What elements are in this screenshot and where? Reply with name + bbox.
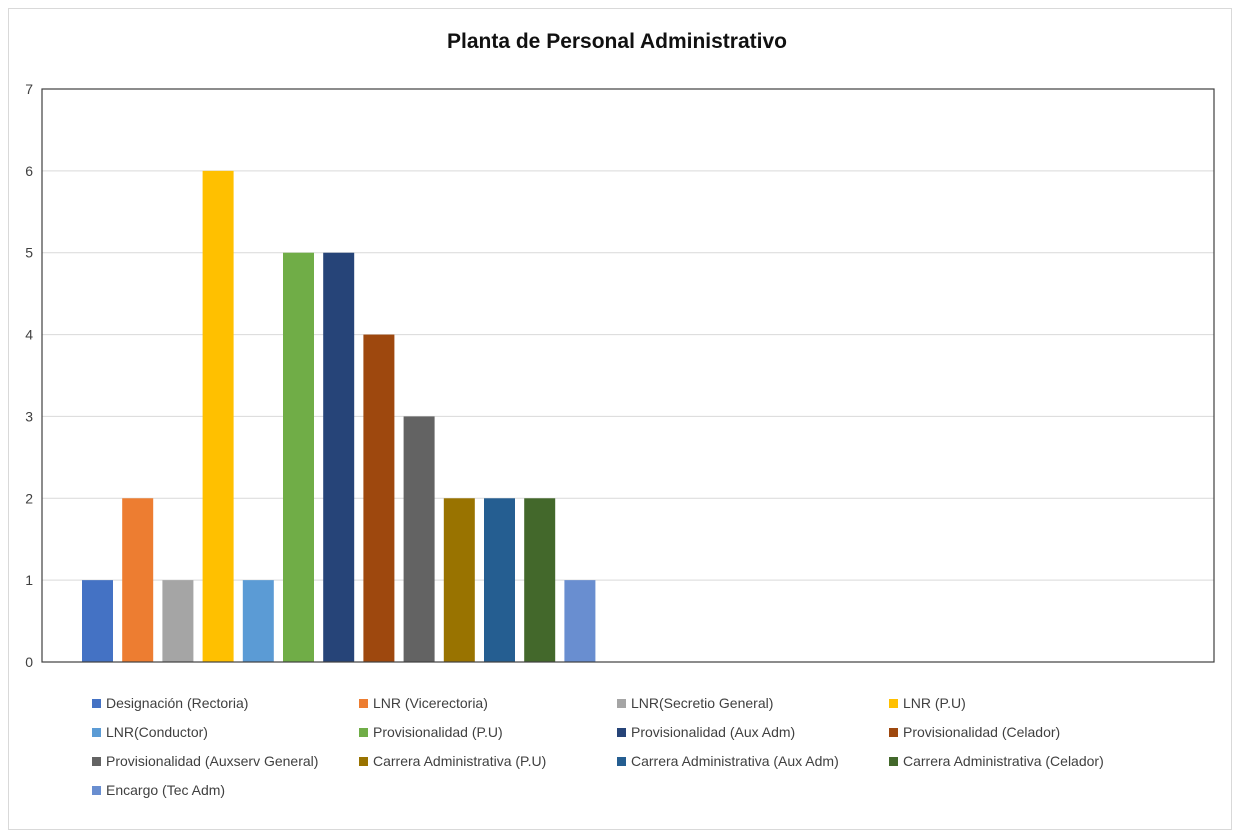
bar <box>202 170 234 662</box>
legend-swatch <box>889 756 898 766</box>
legend-swatch <box>889 698 898 708</box>
legend-swatch <box>359 698 368 708</box>
legend-label: LNR (P.U) <box>903 695 966 711</box>
bar <box>122 498 154 662</box>
chart-title: Planta de Personal Administrativo <box>447 30 787 53</box>
y-tick-label: 4 <box>25 327 33 343</box>
legend-item: Encargo (Tec Adm) <box>92 777 225 803</box>
legend-item: Provisionalidad (Aux Adm) <box>617 719 795 745</box>
legend-label: LNR (Vicerectoria) <box>373 695 488 711</box>
bar <box>564 580 596 662</box>
bar <box>323 252 355 662</box>
legend-swatch <box>92 698 101 708</box>
legend-label: Encargo (Tec Adm) <box>106 782 226 798</box>
legend-swatch <box>92 727 101 737</box>
y-tick-label: 0 <box>25 654 33 670</box>
y-tick-label: 6 <box>25 163 33 179</box>
bar <box>162 580 194 662</box>
legend-item: LNR(Conductor) <box>92 719 208 745</box>
legend-swatch <box>359 756 368 766</box>
y-tick-label: 3 <box>25 408 33 424</box>
legend-item: Carrera Administrativa (P.U) <box>359 748 546 774</box>
bar <box>484 498 515 662</box>
y-tick-label: 1 <box>25 572 33 588</box>
legend-swatch <box>889 727 898 737</box>
legend-label: Carrera Administrativa (Celador) <box>903 753 1104 769</box>
legend: Designación (Rectoria) LNR (Vicerectoria)… <box>92 690 1202 830</box>
legend-label: Provisionalidad (Aux Adm) <box>631 724 796 740</box>
bar <box>242 580 274 662</box>
legend-item: LNR (P.U) <box>889 690 966 716</box>
bar <box>403 416 435 662</box>
legend-item: LNR(Secretio General) <box>617 690 773 716</box>
plot-area-border <box>41 88 1215 663</box>
legend-item: Provisionalidad (Auxserv General) <box>92 748 318 774</box>
bar <box>283 252 314 662</box>
legend-swatch <box>92 756 101 766</box>
legend-label: Carrera Administrativa (Aux Adm) <box>631 753 839 769</box>
y-tick-label: 5 <box>25 245 33 261</box>
bar <box>82 580 113 662</box>
legend-item: LNR (Vicerectoria) <box>359 690 488 716</box>
bar <box>524 498 556 662</box>
legend-swatch <box>617 756 626 766</box>
legend-swatch <box>617 727 626 737</box>
legend-item: Carrera Administrativa (Aux Adm) <box>617 748 839 774</box>
y-tick-label: 7 <box>25 81 33 97</box>
y-tick-label: 2 <box>25 490 33 506</box>
legend-label: Carrera Administrativa (P.U) <box>373 753 547 769</box>
legend-label: Provisionalidad (P.U) <box>373 724 503 740</box>
legend-item: Provisionalidad (Celador) <box>889 719 1060 745</box>
legend-label: Designación (Rectoria) <box>106 695 249 711</box>
legend-label: Provisionalidad (Auxserv General) <box>106 753 319 769</box>
legend-label: LNR(Secretio General) <box>631 695 774 711</box>
legend-label: LNR(Conductor) <box>106 724 208 740</box>
bar <box>443 498 475 662</box>
legend-item: Carrera Administrativa (Celador) <box>889 748 1104 774</box>
bar <box>363 334 395 662</box>
legend-swatch <box>92 785 101 795</box>
legend-swatch <box>617 698 626 708</box>
legend-label: Provisionalidad (Celador) <box>903 724 1061 740</box>
legend-item: Provisionalidad (P.U) <box>359 719 503 745</box>
legend-item: Designación (Rectoria) <box>92 690 248 716</box>
legend-swatch <box>359 727 368 737</box>
